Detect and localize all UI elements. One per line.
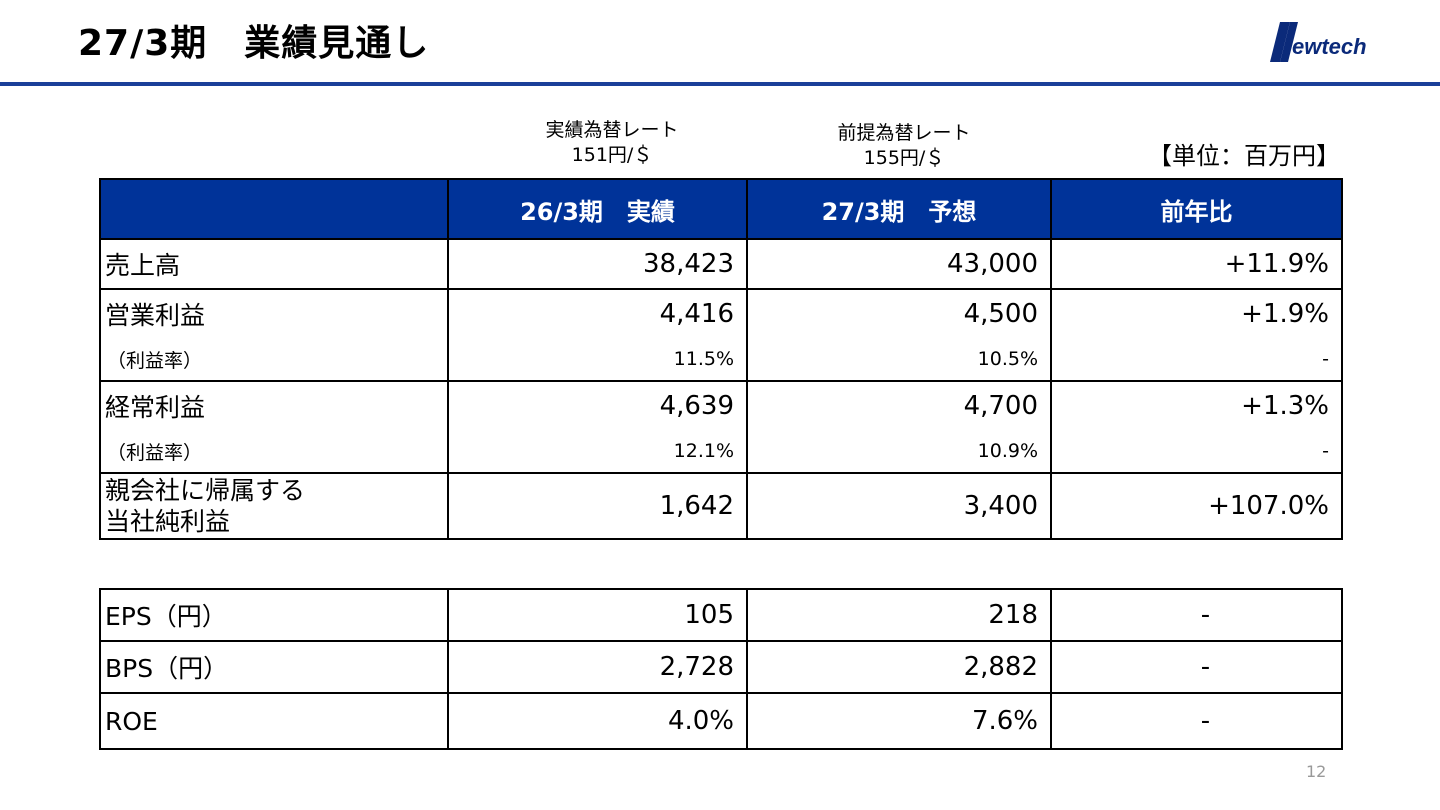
table-row: EPS（円） 105 218 - [99, 588, 1343, 642]
page-title: 27/3期 業績見通し [78, 23, 430, 64]
forecast-value: 2,882 [746, 640, 1052, 694]
actual-value: 4,639 [447, 380, 748, 430]
forecast-value: 4,500 [746, 288, 1052, 338]
yoy-value: +107.0% [1050, 472, 1343, 540]
row-label-line-1: 親会社に帰属する [105, 476, 306, 505]
header-blank [99, 178, 449, 240]
yoy-value: - [1050, 640, 1343, 694]
table-row: 経常利益 4,639 4,700 +1.3% [99, 380, 1343, 430]
actual-value: 11.5% [447, 338, 748, 382]
assumed-rate-value: 155円/＄ [863, 147, 945, 169]
header-forecast: 27/3期 予想 [746, 178, 1052, 240]
per-share-table: EPS（円） 105 218 - BPS（円） 2,728 2,882 - RO… [99, 588, 1343, 750]
actual-value: 105 [447, 588, 748, 642]
logo-slash-mark [1270, 22, 1290, 62]
row-label: EPS（円） [99, 588, 449, 642]
forecast-value: 7.6% [746, 692, 1052, 750]
forecast-table: 26/3期 実績 27/3期 予想 前年比 売上高 38,423 43,000 … [99, 178, 1343, 540]
header-yoy: 前年比 [1050, 178, 1343, 240]
yoy-value: +11.9% [1050, 238, 1343, 290]
actual-rate-label: 実績為替レート [545, 119, 679, 141]
table-row: （利益率） 11.5% 10.5% - [99, 338, 1343, 382]
row-label: 営業利益 [99, 288, 449, 338]
actual-value: 12.1% [447, 430, 748, 474]
actual-value: 2,728 [447, 640, 748, 694]
forecast-value: 10.9% [746, 430, 1052, 474]
yoy-value: +1.9% [1050, 288, 1343, 338]
actual-rate-value: 151円/＄ [571, 144, 653, 166]
row-label-line-2: 当社純利益 [105, 507, 231, 536]
yoy-value: - [1050, 692, 1343, 750]
forecast-value: 4,700 [746, 380, 1052, 430]
table-row: BPS（円） 2,728 2,882 - [99, 640, 1343, 694]
row-label: （利益率） [99, 430, 449, 474]
actual-value: 38,423 [447, 238, 748, 290]
table-row: （利益率） 12.1% 10.9% - [99, 430, 1343, 474]
table-header-row: 26/3期 実績 27/3期 予想 前年比 [99, 178, 1343, 240]
svg-text:ewtech: ewtech [1292, 34, 1367, 59]
yoy-value: - [1050, 588, 1343, 642]
forecast-value: 43,000 [746, 238, 1052, 290]
header-rule [0, 82, 1440, 86]
row-label: 経常利益 [99, 380, 449, 430]
yoy-value: - [1050, 430, 1343, 474]
table-row: 営業利益 4,416 4,500 +1.9% [99, 288, 1343, 338]
logo-slash-mark-2 [1280, 22, 1298, 62]
yoy-value: - [1050, 338, 1343, 382]
table-row: 親会社に帰属する 当社純利益 1,642 3,400 +107.0% [99, 472, 1343, 540]
table-row: 売上高 38,423 43,000 +11.9% [99, 238, 1343, 290]
actual-rate-note: 実績為替レート 151円/＄ [512, 118, 712, 168]
unit-label: 【単位：百万円】 [1148, 142, 1340, 170]
row-label: （利益率） [99, 338, 449, 382]
forecast-value: 10.5% [746, 338, 1052, 382]
row-label: BPS（円） [99, 640, 449, 694]
actual-value: 4.0% [447, 692, 748, 750]
assumed-rate-label: 前提為替レート [837, 122, 971, 144]
header-actual: 26/3期 実績 [447, 178, 748, 240]
company-logo: ewtech [1270, 22, 1367, 62]
page-number: 12 [1306, 762, 1327, 781]
actual-value: 1,642 [447, 472, 748, 540]
row-label: 親会社に帰属する 当社純利益 [99, 472, 449, 540]
yoy-value: +1.3% [1050, 380, 1343, 430]
actual-value: 4,416 [447, 288, 748, 338]
forecast-value: 3,400 [746, 472, 1052, 540]
table-row: ROE 4.0% 7.6% - [99, 692, 1343, 750]
row-label: ROE [99, 692, 449, 750]
row-label: 売上高 [99, 238, 449, 290]
forecast-value: 218 [746, 588, 1052, 642]
assumed-rate-note: 前提為替レート 155円/＄ [804, 121, 1004, 171]
